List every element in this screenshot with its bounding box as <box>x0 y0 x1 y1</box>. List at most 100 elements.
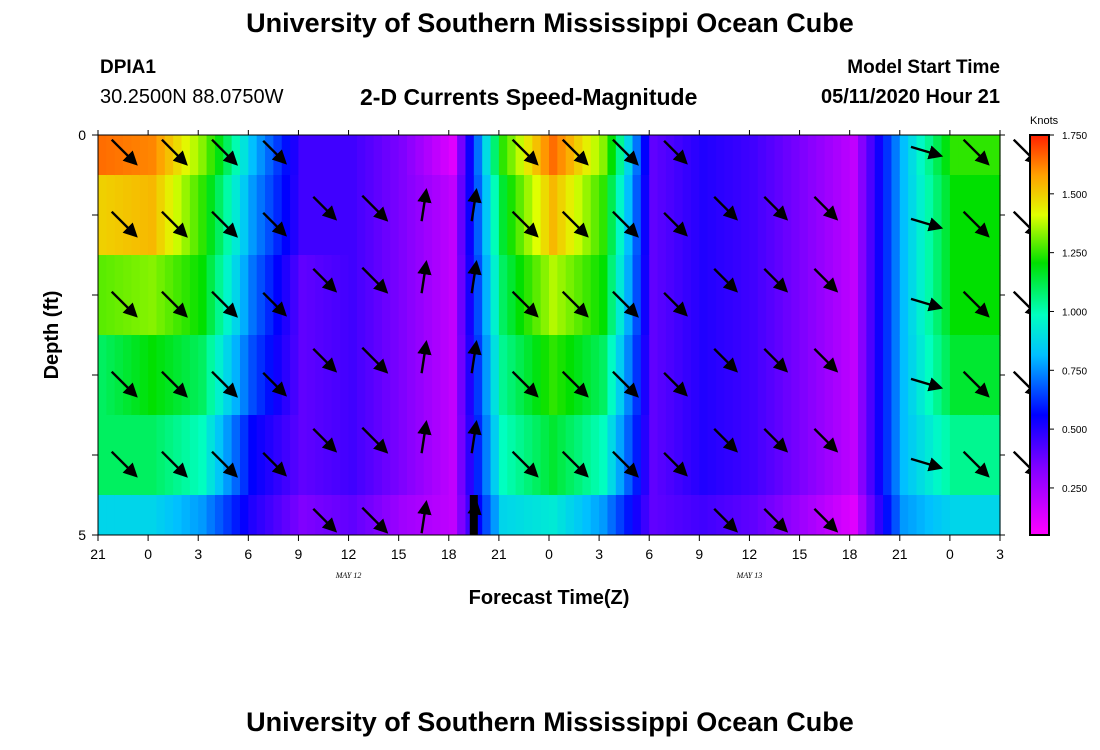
heatmap-cell <box>248 415 258 496</box>
heatmap-cell <box>974 335 984 416</box>
heatmap-cell <box>340 335 350 416</box>
heatmap-cell <box>248 335 258 416</box>
x-tick-label: 21 <box>90 546 106 562</box>
current-vector-arrow <box>910 297 944 312</box>
heatmap-cell <box>482 135 492 176</box>
heatmap-cell <box>189 255 199 336</box>
heatmap-cell <box>824 335 834 416</box>
heatmap-cell <box>239 175 249 256</box>
current-vector-arrow <box>312 347 338 373</box>
heatmap-cell <box>649 335 659 416</box>
heatmap-cell <box>265 415 274 496</box>
heatmap-cell <box>574 415 584 496</box>
model-start-time: 05/11/2020 Hour 21 <box>820 86 1000 108</box>
heatmap-cell <box>156 175 166 256</box>
heatmap-cell <box>916 495 926 536</box>
heatmap-cell <box>432 335 442 416</box>
heatmap-cell <box>807 495 817 536</box>
heatmap-cell <box>390 175 400 256</box>
heatmap-cell <box>231 335 241 416</box>
heatmap-cell <box>465 335 475 416</box>
heatmap-cell <box>306 335 316 416</box>
heatmap-cell <box>164 135 174 176</box>
heatmap-cell <box>440 135 450 176</box>
heatmap-cell <box>331 415 341 496</box>
heatmap-cell <box>214 335 224 416</box>
current-vector-arrow <box>561 370 589 398</box>
heatmap-cell <box>933 335 943 416</box>
current-vector-arrow <box>110 138 138 166</box>
heatmap-cell <box>482 415 492 496</box>
heatmap-cell <box>306 255 316 336</box>
heatmap-cell <box>799 415 809 496</box>
heatmap-cell <box>557 495 567 536</box>
heatmap-cell <box>206 415 216 496</box>
current-vector-arrow <box>561 450 589 478</box>
heatmap-cell <box>774 335 784 416</box>
heatmap-cell <box>674 335 684 416</box>
heatmap-cell <box>574 335 584 416</box>
heatmap-cell <box>398 415 408 496</box>
heatmap-cell <box>665 255 675 336</box>
x-tick-label: 21 <box>491 546 507 562</box>
heatmap-cell <box>899 415 909 496</box>
heatmap-cell <box>390 135 400 176</box>
heatmap-cell <box>239 335 249 416</box>
heatmap-cell <box>265 135 274 176</box>
heatmap-cell <box>164 415 174 496</box>
heatmap-cell <box>858 335 867 416</box>
heatmap-cell <box>741 255 751 336</box>
heatmap-cell <box>465 415 475 496</box>
heatmap-cell <box>223 335 233 416</box>
heatmap-cell <box>398 175 408 256</box>
heatmap-cell <box>114 495 124 536</box>
heatmap-cell <box>148 175 158 256</box>
heatmap-cell <box>966 135 976 176</box>
heatmap-cell <box>507 495 517 536</box>
heatmap-cell <box>473 175 483 256</box>
heatmap-cell <box>807 415 817 496</box>
heatmap-cell <box>398 255 408 336</box>
heatmap-cell <box>991 335 1001 416</box>
heatmap-cell <box>223 415 233 496</box>
heatmap-cell <box>774 255 784 336</box>
heatmap-cell <box>949 415 959 496</box>
current-vector-arrow <box>312 507 338 533</box>
heatmap-cell <box>348 175 358 256</box>
heatmap-cell <box>340 415 350 496</box>
heatmap-cell <box>757 255 767 336</box>
heatmap-cell <box>891 255 901 336</box>
heatmap-cell <box>707 255 717 336</box>
heatmap-cell <box>523 255 533 336</box>
heatmap-cell <box>356 175 366 256</box>
heatmap-cell <box>582 335 592 416</box>
heatmap-cell <box>791 495 801 536</box>
heatmap-cell <box>98 495 107 536</box>
current-vector-arrow <box>763 347 789 373</box>
heatmap-cell <box>148 255 158 336</box>
heatmap-cell <box>106 495 116 536</box>
heatmap-cell <box>883 135 893 176</box>
heatmap-cell <box>415 415 425 496</box>
heatmap-cell <box>457 175 467 256</box>
current-vector-arrow <box>312 195 338 221</box>
heatmap-cell <box>966 415 976 496</box>
heatmap-cell <box>482 175 492 256</box>
heatmap-cell <box>615 335 625 416</box>
heatmap-cell <box>949 255 959 336</box>
heatmap-cell <box>298 415 308 496</box>
heatmap-cell <box>607 255 617 336</box>
heatmap-cell <box>799 335 809 416</box>
heatmap-cell <box>381 415 391 496</box>
heatmap-cell <box>615 495 625 536</box>
heatmap-cell <box>156 255 166 336</box>
heatmap-cell <box>682 335 692 416</box>
current-vector-arrow <box>910 217 944 232</box>
heatmap-cell <box>231 135 241 176</box>
heatmap-cell <box>448 175 458 256</box>
x-tick-label: 0 <box>545 546 553 562</box>
heatmap-cell <box>98 255 107 336</box>
heatmap-cell <box>214 255 224 336</box>
heatmap-cell <box>123 175 133 256</box>
currents-chart: 21 0 3 6 9 12 15 18 21 0 3 6 9 12 15 18 21 0 3 MAY 12 MAY 13… <box>41 115 1087 609</box>
